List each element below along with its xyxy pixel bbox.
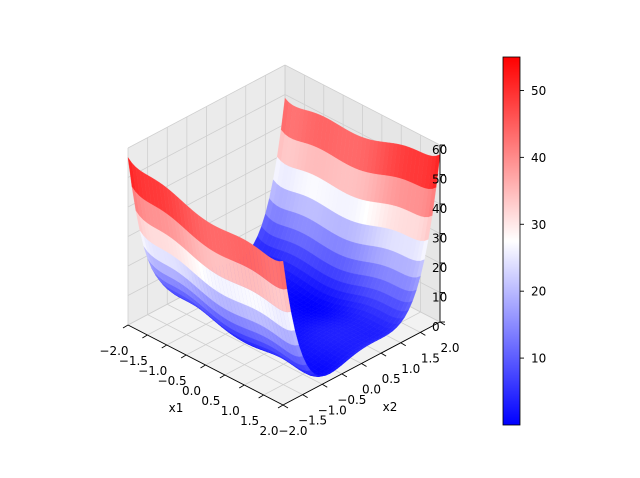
x2-tick-label: 2.0 xyxy=(440,341,459,355)
x1-tick-mark xyxy=(142,334,148,339)
z-tick-label: 20 xyxy=(432,261,447,275)
x1-tick-mark xyxy=(161,344,167,349)
x1-tick-mark xyxy=(200,364,206,369)
x2-tick-mark xyxy=(439,321,446,326)
x1-tick-label: 0.0 xyxy=(182,384,201,398)
colorbar-gradient xyxy=(502,56,521,426)
x2-tick-mark xyxy=(341,373,348,378)
x2-tick-mark xyxy=(361,363,367,367)
z-tick-label: 30 xyxy=(432,232,447,246)
x2-tick-labels: −2.0−1.5−1.0−0.50.00.51.01.52.0 xyxy=(278,321,460,438)
x1-tick-mark xyxy=(122,324,129,329)
x2-tick-label: −0.5 xyxy=(337,393,366,407)
x2-tick-mark xyxy=(420,331,426,336)
colorbar-tick-label: 40 xyxy=(531,151,546,165)
x2-tick-label: 1.5 xyxy=(421,351,440,365)
x1-tick-label: 1.5 xyxy=(240,414,259,428)
x1-tick-label: 2.0 xyxy=(259,424,278,438)
x1-tick-label: 1.0 xyxy=(221,404,240,418)
surface-patch xyxy=(278,260,288,290)
x1-tick-label: −1.0 xyxy=(138,364,167,378)
z-tick-label: 50 xyxy=(432,173,447,187)
colorbar-tick-label: 20 xyxy=(531,285,546,299)
x1-tick-mark xyxy=(277,404,284,409)
x1-tick-mark xyxy=(239,384,245,389)
colorbar-tick-label: 50 xyxy=(531,84,546,98)
colorbar-tick-label: 30 xyxy=(531,218,546,232)
grid-line-z xyxy=(284,64,441,146)
z-tick-label: 60 xyxy=(432,143,447,157)
x1-tick-labels: −2.0−1.5−1.0−0.50.00.51.01.52.0 xyxy=(99,324,284,438)
surface-mesh xyxy=(127,97,441,377)
x1-tick-label: 0.5 xyxy=(201,394,220,408)
colorbar-ticks: 10 20 30 40 50 xyxy=(520,84,546,366)
z-tick-label: 40 xyxy=(432,202,447,216)
x1-tick-label: −0.5 xyxy=(158,374,187,388)
x1-tick-mark xyxy=(180,354,187,359)
x1-tick-label: −2.0 xyxy=(99,344,128,358)
x2-tick-label: 1.0 xyxy=(401,362,420,376)
x2-axis-label: x2 xyxy=(383,400,398,414)
x2-tick-mark xyxy=(302,394,308,399)
x1-tick-mark xyxy=(219,374,226,379)
x2-tick-label: −1.0 xyxy=(318,403,347,417)
x1-tick-mark xyxy=(258,394,264,399)
x2-tick-mark xyxy=(322,383,328,388)
z-tick-label: 10 xyxy=(432,291,447,305)
grid-line-z xyxy=(127,94,286,178)
x2-tick-mark xyxy=(380,352,387,357)
x2-tick-label: −2.0 xyxy=(278,424,307,438)
z-tick-labels: 0 10 20 30 40 50 60 xyxy=(432,143,447,334)
colorbar-tick-label: 10 xyxy=(531,352,546,366)
x1-axis-label: x1 xyxy=(169,401,184,415)
grid-line-x2 xyxy=(167,303,323,385)
x2-tick-mark xyxy=(400,342,406,347)
x2-tick-mark xyxy=(282,404,289,409)
x1-tick-label: −1.5 xyxy=(119,354,148,368)
grid-line-z xyxy=(127,64,286,149)
x2-tick-label: −1.5 xyxy=(298,414,327,428)
colorbar: 10 20 30 40 50 xyxy=(502,56,546,426)
x2-tick-label: 0.5 xyxy=(382,372,401,386)
z-tick-label: 0 xyxy=(432,320,440,334)
grid-line-x2 xyxy=(147,314,303,395)
x2-tick-label: 0.0 xyxy=(362,383,381,397)
